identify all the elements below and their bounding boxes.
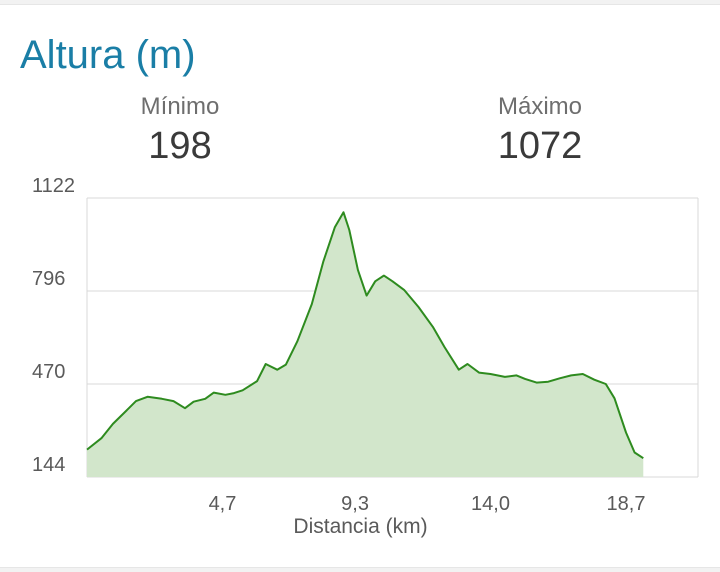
minimum-label: Mínimo — [140, 93, 220, 120]
maximum-label: Máximo — [497, 93, 582, 120]
y-axis-ticks: 144 470 796 1122 — [32, 175, 75, 476]
minimum-stat: Mínimo 198 — [80, 93, 280, 167]
card-title: Altura (m) — [20, 33, 196, 77]
y-tick-label: 1122 — [32, 175, 75, 197]
maximum-stat: Máximo 1072 — [440, 93, 640, 167]
y-tick-label: 470 — [32, 361, 65, 383]
x-axis-ticks: 4,7 9,3 14,0 18,7 — [209, 493, 646, 515]
elevation-area — [87, 212, 644, 478]
x-tick-label: 18,7 — [607, 493, 646, 515]
maximum-value: 1072 — [497, 125, 583, 167]
minimum-value: 198 — [148, 125, 212, 167]
x-tick-label: 4,7 — [209, 493, 237, 515]
elevation-line — [86, 211, 644, 460]
y-tick-label: 144 — [32, 454, 65, 476]
x-axis-label: Distancia (km) — [293, 515, 427, 538]
x-tick-label: 14,0 — [471, 493, 510, 515]
y-tick-label: 796 — [32, 268, 65, 290]
x-tick-label: 9,3 — [341, 493, 369, 515]
